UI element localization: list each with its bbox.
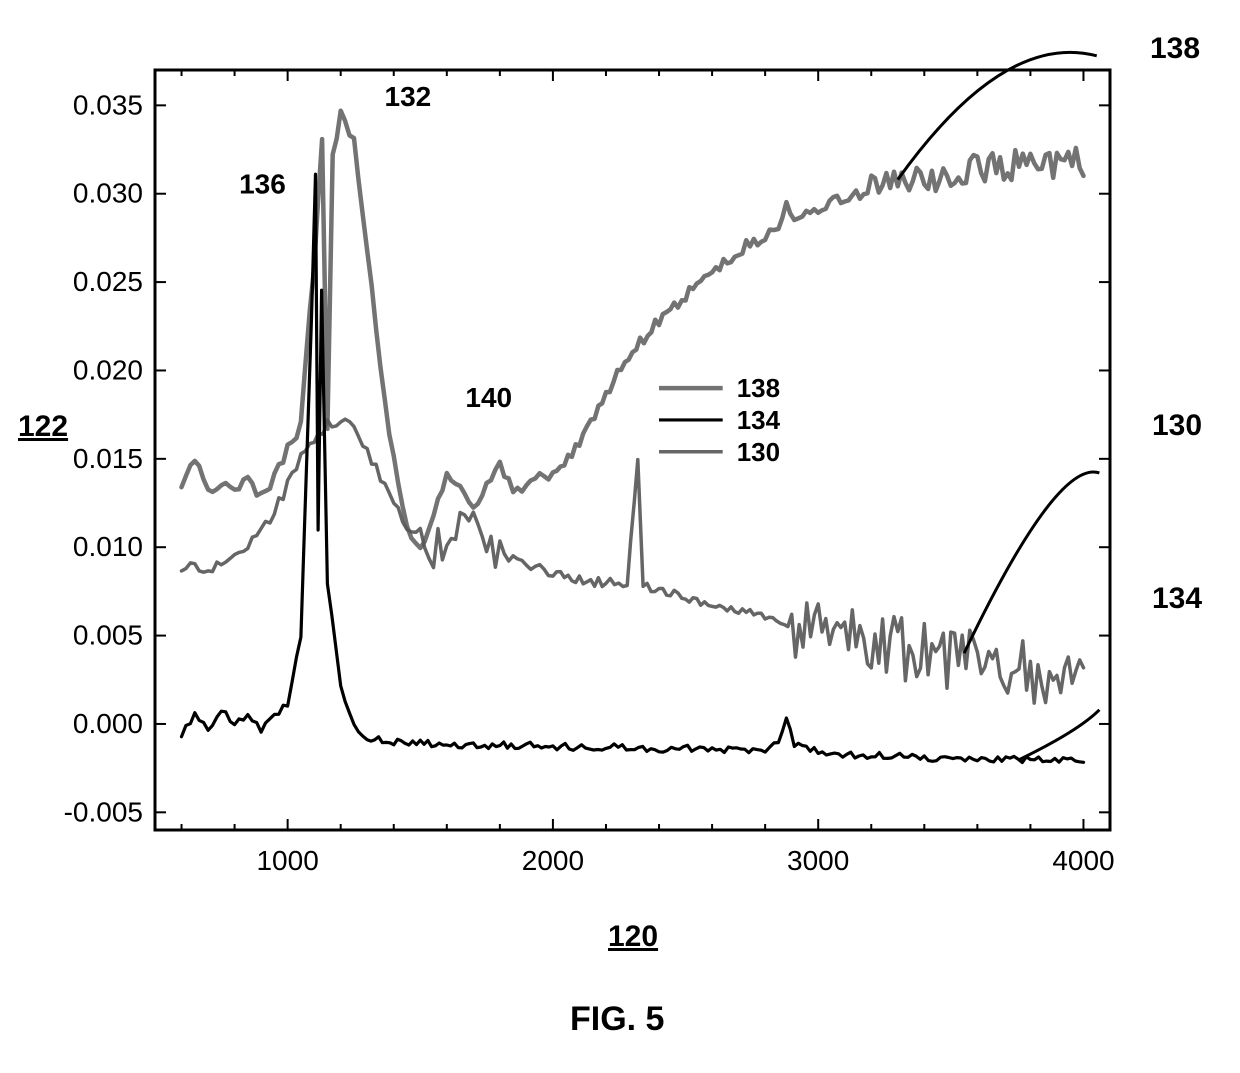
y-tick-label: 0.025 (73, 266, 143, 297)
y-axis-label: 122 (18, 410, 68, 444)
legend-label-138: 138 (737, 373, 780, 403)
y-tick-label: 0.000 (73, 708, 143, 739)
callout-label-138: 138 (1150, 32, 1200, 65)
y-tick-label: 0.015 (73, 443, 143, 474)
y-tick-label: 0.030 (73, 178, 143, 209)
y-tick-label: 0.010 (73, 531, 143, 562)
callout-label-130: 130 (1152, 409, 1202, 442)
figure-stage: 1000 2000 3000 4000 -0.005 0.000 0.005 0.010 0.0… (0, 0, 1240, 1073)
annotation-132: 132 (385, 81, 432, 112)
y-tick-label: -0.005 (64, 796, 143, 827)
y-tick-label: 0.035 (73, 89, 143, 120)
legend-label-134: 134 (737, 405, 781, 435)
legend-label-130: 130 (737, 437, 780, 467)
x-tick-label: 4000 (1052, 845, 1114, 876)
x-tick-label: 1000 (256, 845, 318, 876)
x-tick-label: 3000 (787, 845, 849, 876)
figure-caption: FIG. 5 (570, 1000, 664, 1039)
y-tick-label: 0.005 (73, 620, 143, 651)
callout-label-134: 134 (1152, 582, 1202, 615)
x-tick-label: 2000 (522, 845, 584, 876)
annotation-140: 140 (465, 382, 512, 413)
chart-svg: 1000 2000 3000 4000 -0.005 0.000 0.005 0.010 0.0… (0, 0, 1240, 1073)
x-axis-label: 120 (608, 920, 658, 954)
annotation-136: 136 (239, 169, 286, 200)
y-tick-label: 0.020 (73, 354, 143, 385)
